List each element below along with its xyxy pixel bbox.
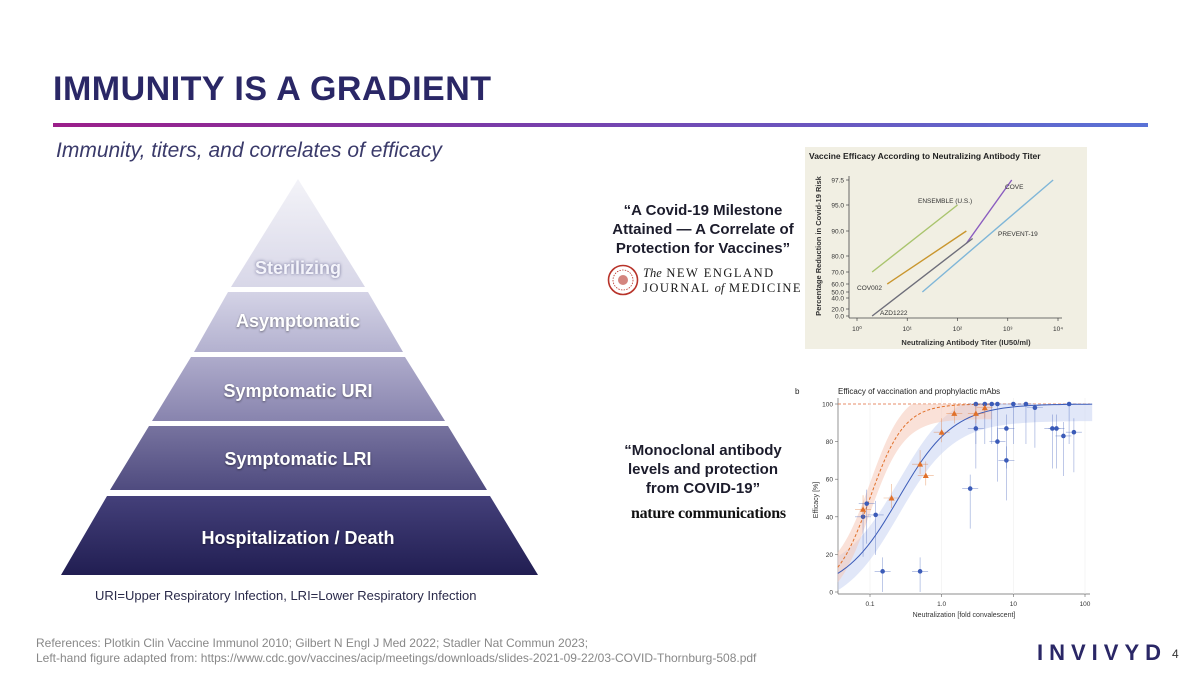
bottom-chart-point [989,401,995,407]
bottom-chart-y-tick-label: 40 [826,514,834,521]
pyramid-level-hospitalization [61,496,538,575]
bottom-chart-blue-band [837,404,1093,591]
bottom-chart-point [860,514,866,520]
nejm-seal-icon [607,264,639,296]
bottom-chart-point [938,429,945,435]
bottom-chart-y-tick-label: 20 [826,552,834,559]
pyramid-label-sterilizing: Sterilizing [254,258,341,278]
bottom-chart-point [982,401,988,407]
nejm-of: of [714,281,725,295]
bottom-chart-point [1004,458,1009,463]
bottom-chart-y-tick-label: 0 [829,590,833,597]
bottom-chart-point [873,512,878,518]
bottom-chart-y-tick-label: 80 [826,439,834,446]
bottom-chart-orange-fit [837,403,992,568]
bottom-chart-point [1061,433,1066,439]
bottom-chart-point [1011,401,1016,407]
title-divider [53,123,1148,127]
nejm-quote: “A Covid-19 Milestone Attained — A Corre… [612,202,794,257]
bottom-chart-point [973,401,979,407]
nejm-line1: NEW ENGLAND [666,266,775,280]
immunity-pyramid [61,179,538,575]
bottom-chart-point [981,404,988,411]
bottom-chart-title: Efficacy of vaccination and prophylactic… [838,387,1000,396]
bottom-chart-point [864,501,870,506]
bottom-chart-point [973,426,979,431]
bottom-chart-blue-fit [837,403,1093,574]
bottom-chart-point [888,495,895,501]
bottom-chart-x-tick-label: 1.0 [937,601,946,608]
pyramid-label-hospitalization: Hospitalization / Death [201,528,395,548]
pyramid-level-sterilizing [231,179,365,287]
slide-title: IMMUNITY IS A GRADIENT [53,70,492,108]
bottom-chart-x-tick-label: 0.1 [865,601,874,608]
invivyd-logo: INVIVYD [1037,640,1168,665]
bottom-chart-point [995,401,1000,407]
bottom-chart-x-tick-label: 100 [1080,601,1091,608]
nejm-wordmark: The NEW ENGLAND JOURNAL of MEDICINE [643,266,802,296]
bottom-chart-point [917,569,923,574]
pyramid-level-symptomatic-uri [152,357,445,421]
bottom-chart-point [860,506,867,512]
bottom-chart-point [922,472,929,478]
bottom-chart-point [995,439,1000,444]
bottom-chart-point [1032,405,1038,411]
bottom-chart-point [951,410,958,416]
abbreviation-footnote: URI=Upper Respiratory Infection, LRI=Low… [95,588,477,603]
references-line1: References: Plotkin Clin Vaccine Immunol… [36,636,589,650]
nejm-chart-panel [805,147,1087,349]
bottom-chart-point [917,461,924,467]
bottom-chart-point [1004,426,1009,431]
natcom-quote: “Monoclonal antibody levels and protecti… [624,442,782,497]
references: References: Plotkin Clin Vaccine Immunol… [36,636,756,666]
bottom-chart-point [880,569,885,574]
pyramid-label-symptomatic-uri: Symptomatic URI [223,381,373,401]
pyramid-level-asymptomatic [194,292,403,352]
natcom-wordmark: nature communications [631,505,786,522]
bottom-chart-point [1066,401,1072,407]
bottom-chart-point [1054,426,1059,431]
bottom-chart-orange-band [837,404,992,583]
bottom-chart-y-label: Efficacy [%] [813,482,820,518]
bottom-chart-y-tick-label: 60 [826,477,834,484]
bottom-chart-x-label: Neutralization [fold convalescent] [913,612,1016,619]
slide-subtitle: Immunity, titers, and correlates of effi… [56,139,442,162]
bottom-chart-point [1071,429,1077,435]
bottom-chart-y-tick-label: 100 [822,402,833,409]
nejm-medicine: MEDICINE [728,281,803,295]
bottom-chart-point [1023,401,1029,407]
pyramid-label-asymptomatic: Asymptomatic [235,311,361,331]
bottom-chart-point [967,486,973,491]
nejm-the: The [643,266,662,280]
bottom-chart-point [972,410,979,416]
bottom-chart-point [1050,426,1055,431]
bottom-chart-panel-label: b [795,387,800,396]
nejm-journal: JOURNAL [643,281,710,295]
references-line2: Left-hand figure adapted from: https://w… [36,651,757,665]
pyramid-level-symptomatic-lri [110,426,487,490]
pyramid-label-symptomatic-lri: Symptomatic LRI [224,449,372,469]
bottom-chart-x-tick-label: 10 [1010,601,1018,608]
page-number: 4 [1172,647,1179,661]
